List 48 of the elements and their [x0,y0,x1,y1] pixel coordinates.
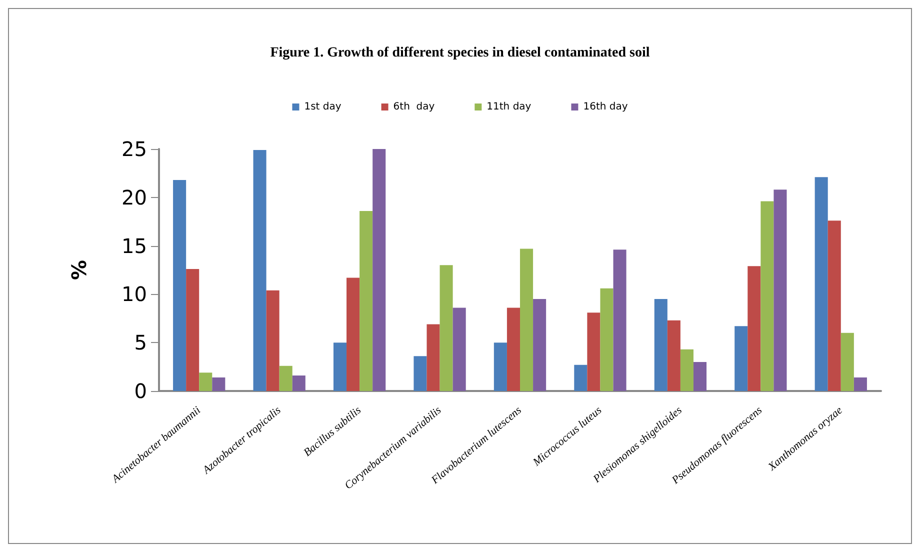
y-tick-label: 20 [122,185,147,210]
bar [266,290,280,391]
bar [212,377,226,391]
bar [279,366,292,391]
bar [587,312,600,391]
legend-label: 16th day [583,102,628,112]
bar [414,356,427,391]
bar [574,364,588,391]
bar [199,372,212,391]
bar [600,288,614,391]
legend-label: 6th day [393,102,435,112]
bar [346,278,360,391]
legend-label: 1st day [304,102,342,112]
y-tick-label: 15 [122,234,147,258]
bar [774,190,787,391]
bar [854,377,867,391]
bar [494,342,507,391]
bar [173,180,186,391]
bar [840,332,854,391]
bar [533,299,546,391]
bar [292,376,306,391]
bar [680,349,694,391]
bar [333,342,347,391]
bar [506,308,520,391]
bar [520,248,534,391]
bar [734,326,748,391]
chart-title: Figure 1. Growth of different species in diesel contaminated soil [270,46,650,60]
bar [452,308,466,391]
bar [748,266,761,391]
y-tick-label: 5 [134,330,147,355]
bar [372,149,386,391]
bar [667,320,680,391]
bar [828,220,841,391]
bar [253,150,266,391]
bar [814,177,828,391]
y-tick-label: 25 [122,137,147,161]
bar [440,265,453,391]
bar [654,299,668,391]
bar [693,362,707,391]
bar [186,269,200,391]
y-axis-title: % [67,260,91,280]
bar [360,210,373,391]
y-tick-label: 10 [122,282,147,306]
bar [760,201,774,391]
legend-label: 11th day [486,102,532,112]
bar [613,250,626,391]
y-tick-label: 0 [134,379,147,403]
bar [426,324,440,391]
